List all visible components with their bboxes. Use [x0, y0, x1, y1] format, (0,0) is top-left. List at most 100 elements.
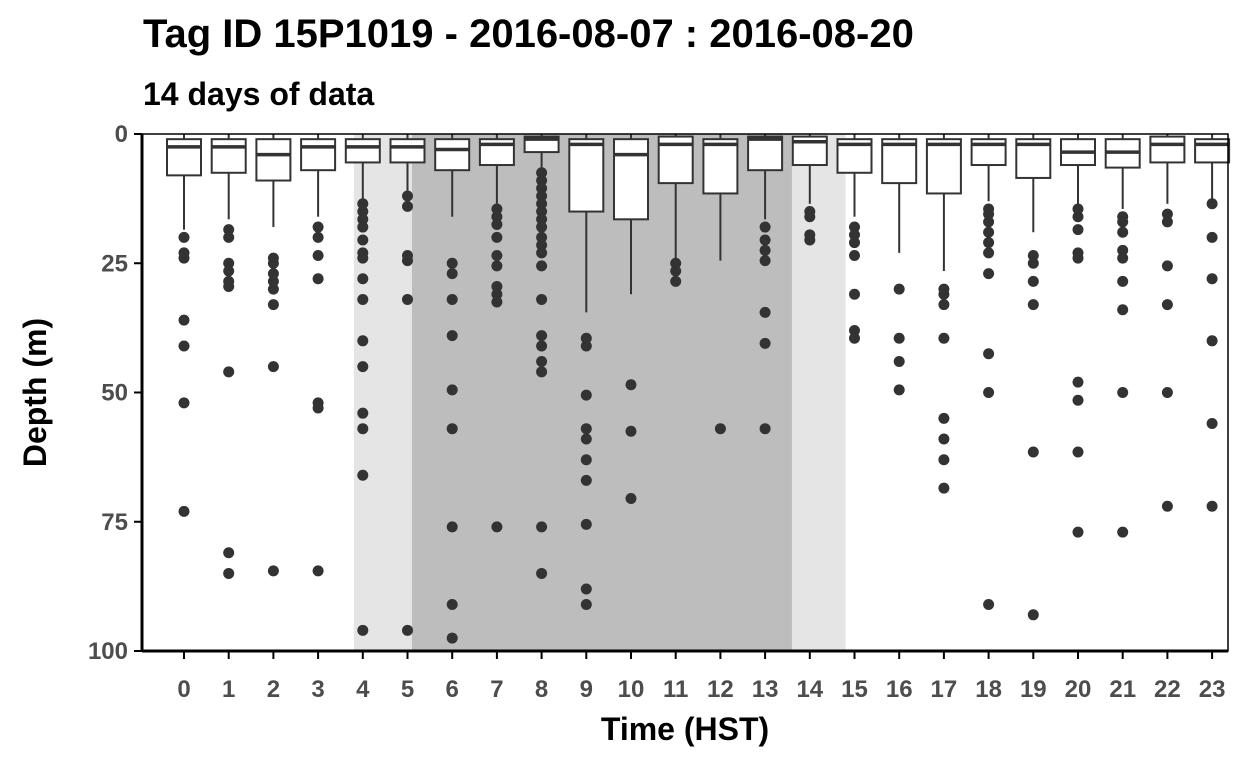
outlier-9-5	[580, 454, 592, 466]
outlier-5-4	[402, 293, 413, 305]
box-hour-17	[925, 134, 962, 494]
outlier-7-7	[491, 288, 503, 300]
outlier-2-4	[267, 283, 279, 295]
x-tick-label-5: 5	[401, 676, 414, 703]
outlier-22-2	[1161, 260, 1173, 272]
outlier-21-7	[1117, 387, 1129, 398]
box-4	[344, 138, 381, 164]
outlier-4-14	[357, 624, 369, 636]
outlier-8-18	[536, 567, 548, 579]
outlier-21-6	[1117, 304, 1129, 316]
outlier-9-1	[580, 340, 592, 352]
outlier-13-4	[759, 306, 771, 318]
box-hour-23	[1194, 134, 1231, 512]
outlier-1-7	[223, 547, 235, 559]
box-hour-13	[747, 134, 784, 435]
box-hour-21	[1104, 134, 1141, 538]
outlier-4-10	[357, 361, 369, 373]
outlier-3-0	[312, 221, 324, 233]
outlier-8-15	[536, 355, 548, 367]
outlier-18-2	[983, 216, 995, 228]
outlier-13-0	[759, 221, 771, 233]
x-axis-title: Time (HST)	[601, 711, 769, 747]
outlier-8-2	[536, 182, 548, 194]
outlier-19-5	[1027, 609, 1039, 621]
outlier-17-2	[938, 299, 950, 311]
y-tick-label-100: 100	[88, 638, 128, 665]
outlier-22-4	[1161, 387, 1173, 398]
box-hour-16	[881, 134, 918, 396]
outlier-15-5	[849, 324, 860, 336]
outlier-19-0	[1027, 249, 1039, 261]
outlier-20-5	[1072, 376, 1084, 388]
outlier-17-1	[938, 288, 950, 300]
outlier-6-7	[446, 598, 458, 610]
outlier-4-0	[357, 198, 369, 210]
outlier-4-3	[357, 221, 369, 233]
outlier-13-6	[759, 423, 771, 435]
outlier-4-12	[357, 423, 369, 435]
outlier-2-2	[267, 268, 279, 280]
outlier-18-6	[983, 268, 995, 280]
outlier-10-1	[625, 425, 637, 437]
outlier-14-1	[804, 211, 816, 223]
outlier-14-3	[804, 234, 816, 246]
outlier-20-6	[1072, 394, 1084, 406]
box-17	[925, 138, 962, 195]
outlier-7-8	[491, 296, 503, 308]
outlier-3-2	[312, 249, 324, 261]
outlier-4-6	[357, 252, 369, 264]
x-tick-label-12: 12	[707, 676, 734, 703]
x-tick-label-3: 3	[311, 676, 324, 703]
x-tick-label-13: 13	[752, 676, 779, 703]
outlier-8-12	[536, 293, 548, 305]
outlier-0-2	[178, 252, 190, 264]
outlier-0-3	[178, 314, 190, 326]
outlier-0-6	[178, 505, 190, 517]
outlier-15-4	[849, 288, 860, 300]
outlier-20-8	[1072, 526, 1084, 538]
outlier-15-0	[849, 221, 860, 233]
x-tick-label-0: 0	[177, 676, 190, 703]
outlier-18-4	[983, 237, 995, 249]
outlier-13-3	[759, 255, 771, 267]
outlier-15-6	[849, 332, 860, 344]
box-hour-2	[255, 134, 292, 577]
outlier-15-3	[849, 249, 860, 261]
outlier-2-5	[267, 299, 279, 311]
outlier-5-1	[402, 200, 413, 212]
box-hour-9	[568, 134, 605, 610]
shade-band-1	[411, 134, 792, 651]
outlier-21-4	[1117, 252, 1129, 264]
outlier-21-3	[1117, 244, 1129, 256]
box-13	[747, 135, 784, 172]
box-hour-12	[702, 134, 739, 435]
outlier-8-17	[536, 521, 548, 533]
outlier-23-2	[1206, 273, 1218, 285]
outlier-8-3	[536, 190, 548, 202]
box-0	[166, 138, 202, 177]
outlier-19-2	[1027, 275, 1039, 287]
box-hour-22	[1149, 134, 1186, 512]
box-1	[210, 138, 247, 174]
box-22	[1149, 135, 1186, 164]
x-tick-label-23: 23	[1199, 676, 1226, 703]
outlier-13-5	[759, 337, 771, 349]
x-tick-label-1: 1	[222, 676, 235, 703]
outlier-8-10	[536, 247, 548, 259]
x-tick-label-2: 2	[267, 676, 280, 703]
outlier-20-4	[1072, 252, 1084, 264]
x-tick-label-7: 7	[490, 676, 503, 703]
outlier-8-11	[536, 260, 548, 272]
outlier-17-3	[938, 332, 950, 344]
outlier-7-4	[491, 249, 503, 261]
x-tick-label-14: 14	[796, 676, 823, 703]
outlier-2-6	[267, 361, 279, 373]
box-hour-20	[1060, 134, 1096, 538]
box-hour-1	[210, 134, 247, 579]
x-tick-label-19: 19	[1020, 676, 1047, 703]
outlier-6-6	[446, 521, 458, 533]
x-tick-label-15: 15	[841, 676, 868, 703]
